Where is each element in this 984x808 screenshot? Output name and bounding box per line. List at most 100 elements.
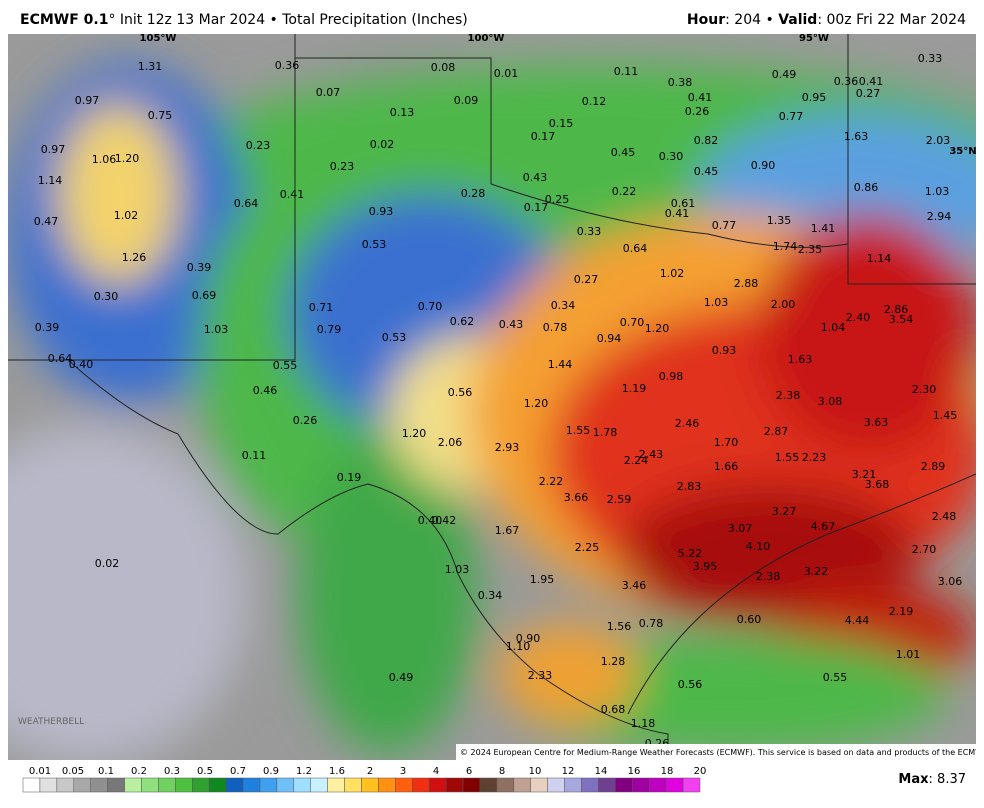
value-label: 1.41 — [811, 222, 836, 235]
value-label: 2.30 — [912, 383, 937, 396]
value-label: 2.40 — [846, 311, 871, 324]
value-label: 0.55 — [273, 359, 298, 372]
value-label: 1.55 — [566, 424, 591, 437]
value-label: 0.41 — [665, 207, 690, 220]
value-label: 0.78 — [543, 321, 568, 334]
legend-swatch — [632, 777, 650, 793]
value-label: 2.89 — [921, 460, 946, 473]
value-label: 3.63 — [864, 416, 889, 429]
value-label: 1.03 — [925, 185, 950, 198]
value-label: 1.63 — [788, 353, 813, 366]
value-label: 1.74 — [773, 240, 798, 253]
value-label: 0.01 — [494, 67, 519, 80]
value-label: 0.28 — [461, 187, 486, 200]
value-label: 0.07 — [316, 86, 341, 99]
legend-label: 20 — [694, 766, 707, 777]
value-label: 1.20 — [524, 397, 549, 410]
legend-label: 0.1 — [98, 766, 114, 777]
value-label: 1.45 — [933, 409, 958, 422]
legend-swatch — [141, 777, 159, 793]
value-label: 2.48 — [932, 510, 957, 523]
value-label: 2.06 — [438, 436, 463, 449]
value-label: 0.45 — [611, 146, 636, 159]
value-label: 0.70 — [620, 316, 645, 329]
value-label: 1.14 — [867, 252, 892, 265]
value-label: 2.38 — [756, 570, 781, 583]
value-label: 0.64 — [48, 352, 73, 365]
value-label: 0.77 — [779, 110, 804, 123]
legend-swatch — [615, 777, 633, 793]
value-label: 2.88 — [734, 277, 759, 290]
legend-swatch — [395, 777, 413, 793]
value-label: 0.02 — [370, 138, 395, 151]
value-label: 0.02 — [95, 557, 120, 570]
init: ° Init 12z 13 Mar 2024 • Total Precipita… — [108, 12, 468, 28]
value-label: 1.03 — [704, 296, 729, 309]
value-label: 0.97 — [41, 143, 66, 156]
valid: Hour: 204 • Valid: 00z Fri 22 Mar 2024 — [687, 12, 966, 28]
value-label: 0.09 — [454, 94, 479, 107]
legend-swatch — [175, 777, 193, 793]
value-label: 4.10 — [746, 540, 771, 553]
value-label: 0.11 — [242, 449, 267, 462]
value-label: 0.90 — [516, 632, 541, 645]
valid-value: : 00z Fri 22 Mar 2024 — [817, 12, 966, 28]
legend-swatch — [648, 777, 667, 793]
legend-label: 14 — [595, 766, 608, 777]
value-label: 0.71 — [309, 301, 334, 314]
grid-label: 100°W — [468, 34, 505, 44]
legend-swatch — [327, 777, 345, 793]
value-label: 0.41 — [859, 75, 884, 88]
value-label: 0.40 — [69, 358, 94, 371]
value-label: 0.64 — [623, 242, 648, 255]
legend-swatch — [90, 777, 108, 793]
legend-swatch — [361, 777, 379, 793]
value-label: 2.43 — [639, 448, 664, 461]
value-label: 0.93 — [369, 205, 394, 218]
max-value: : 8.37 — [928, 772, 966, 787]
value-label: 5.22 — [678, 547, 703, 560]
legend-swatch — [665, 777, 684, 793]
max: Max: 8.37 — [898, 772, 966, 787]
value-label: 0.33 — [918, 52, 943, 65]
legend-label: 0.5 — [197, 766, 213, 777]
value-label: 1.26 — [122, 251, 147, 264]
value-label: 3.46 — [622, 579, 647, 592]
grid-label: 95°W — [799, 34, 829, 44]
legend-swatch — [22, 777, 41, 793]
value-label: 1.20 — [645, 322, 670, 335]
value-label: 0.26 — [293, 414, 318, 427]
legend-label: 1.2 — [296, 766, 312, 777]
value-label: 0.19 — [337, 471, 362, 484]
legend-swatch — [547, 777, 565, 793]
value-label: 1.10 — [506, 640, 531, 653]
value-label: 0.13 — [390, 106, 415, 119]
value-label: 2.87 — [764, 425, 789, 438]
legend-swatch — [412, 777, 430, 793]
legend-swatch — [192, 777, 210, 793]
value-label: 0.95 — [802, 91, 827, 104]
value-label: 1.44 — [548, 358, 573, 371]
value-label: 2.38 — [776, 389, 801, 402]
model: ECMWF 0.1 — [20, 12, 109, 28]
value-label: 2.35 — [798, 243, 823, 256]
value-label: 2.25 — [575, 541, 600, 554]
value-label: 1.70 — [714, 436, 739, 449]
value-label: 0.64 — [234, 197, 259, 210]
value-label: 1.35 — [767, 214, 792, 227]
value-label: 1.95 — [530, 573, 555, 586]
legend-swatch — [39, 777, 58, 793]
value-label: 0.23 — [246, 139, 271, 152]
value-label: 0.61 — [671, 197, 696, 210]
value-label: 1.02 — [114, 209, 139, 222]
value-label: 0.38 — [668, 76, 693, 89]
value-label: 2.59 — [607, 493, 632, 506]
value-label: 0.60 — [737, 613, 762, 626]
legend-label: 4 — [433, 766, 439, 777]
grid-label: 35°N — [949, 146, 976, 157]
value-label: 3.66 — [564, 491, 589, 504]
legend-label: 8 — [499, 766, 505, 777]
legend-label: 18 — [661, 766, 674, 777]
legend-label: 0.05 — [62, 766, 84, 777]
